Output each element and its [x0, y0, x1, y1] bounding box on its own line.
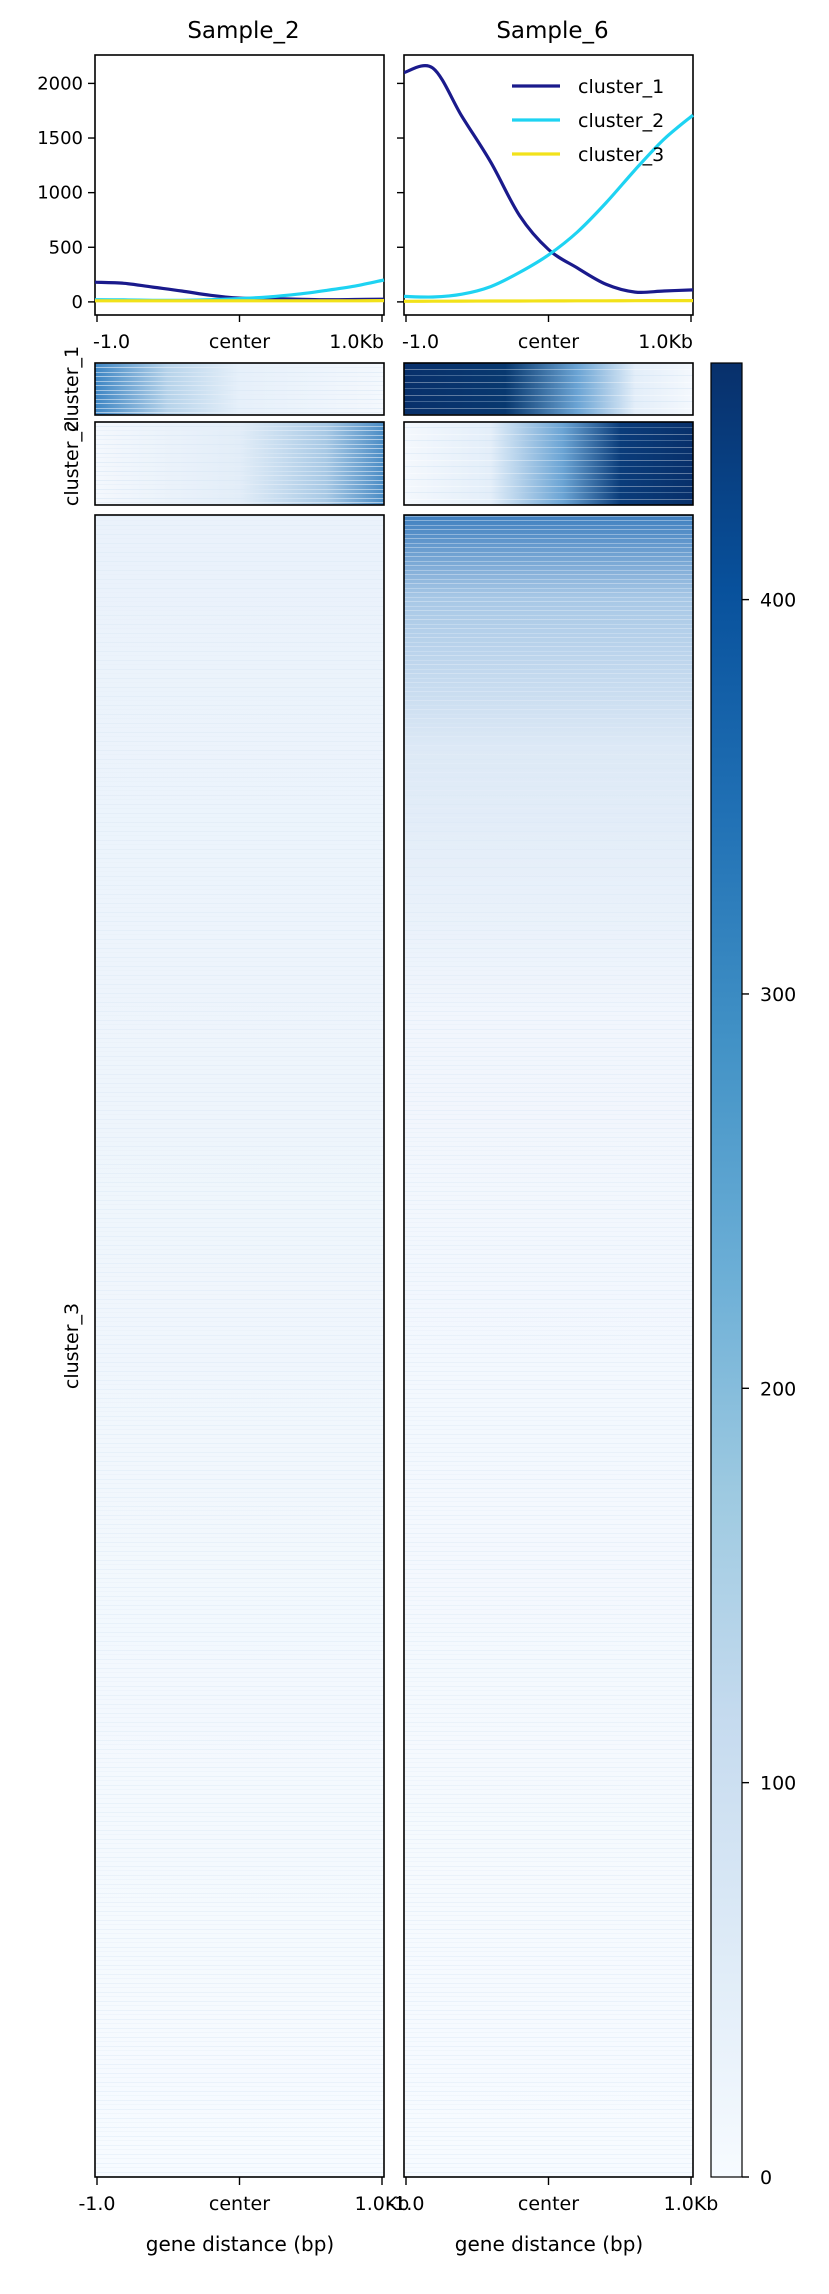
heatmap-s6-cluster-1-frame: [403, 362, 694, 416]
heatmap-s6-cluster-2-texture: [404, 422, 693, 505]
sample-title-2: Sample_6: [496, 18, 608, 44]
colorbar-tick-label: 400: [760, 590, 796, 612]
x-tick-label: 1.0Kb: [664, 2193, 719, 2215]
colorbar-tick-label: 100: [760, 1773, 796, 1795]
x-tick-label: -1.0: [93, 331, 130, 353]
x-tick-label: -1.0: [78, 2193, 115, 2215]
row-label-cluster-3: cluster_3: [61, 1303, 83, 1389]
heatmap-xlabel-sample-6: gene distance (bp): [455, 2232, 643, 2256]
colorbar: 0 100 200 300 400: [710, 362, 796, 2189]
heatmap-sample-6: [403, 362, 694, 2178]
row-label-cluster-2: cluster_2: [61, 420, 83, 506]
x-tick-label: center: [518, 2193, 579, 2215]
profile-lines-sample-2: [94, 278, 385, 303]
y-tick-label: 2000: [37, 73, 83, 94]
row-label-cluster-1: cluster_1: [61, 346, 83, 432]
heatmap-s2-cluster-1-texture: [95, 363, 384, 415]
heatmap-s2-cluster-1-frame: [94, 362, 385, 416]
heatmap-x-axis-sample-2: -1.0 center 1.0Kb: [78, 2177, 409, 2215]
heatmap-sample-2: [94, 362, 385, 2178]
x-tick-label: -1.0: [387, 2193, 424, 2215]
heatmap-s2-cluster-3-texture: [95, 515, 384, 2177]
x-tick-label: 1.0Kb: [329, 331, 384, 353]
legend-label: cluster_1: [578, 76, 664, 98]
legend: cluster_1 cluster_2 cluster_3: [512, 76, 664, 166]
x-tick-label: 1.0Kb: [355, 2193, 410, 2215]
profile-frame-sample-2: [94, 54, 385, 316]
y-tick-label: 1500: [37, 128, 83, 149]
profile-x-axis-sample-6: -1.0 center 1.0Kb: [402, 315, 693, 353]
x-tick-label: 1.0Kb: [638, 331, 693, 353]
heatmap-s6-cluster-3-texture: [404, 515, 693, 2177]
heatmap-x-axis-sample-6: -1.0 center 1.0Kb: [387, 2177, 718, 2215]
profile-plot-sample-6: -1.0 center 1.0Kb cluster_1cluster_2cluste…: [397, 54, 695, 353]
profile-y-axis-sample-6: [397, 82, 404, 303]
heatmap-s6-cluster-2-frame: [403, 421, 694, 506]
line-cluster_2: [403, 113, 695, 299]
x-tick-label: center: [209, 2193, 270, 2215]
profile-lines-sample-6: [403, 64, 695, 303]
colorbar-tick-label: 300: [760, 984, 796, 1006]
x-tick-label: -1.0: [402, 331, 439, 353]
y-tick-label: 1000: [37, 183, 83, 204]
x-tick-label: center: [518, 331, 579, 353]
heatmap-s6-cluster-1-texture: [404, 363, 693, 415]
heatmap-s2-cluster-2-texture: [95, 422, 384, 505]
profile-plot-sample-2: 0 500 1000 1500 2000 -1.0 center 1.0Kb: [37, 54, 385, 353]
line-cluster_3: [403, 298, 693, 303]
profile-y-axis-sample-2: 0 500 1000 1500 2000: [37, 73, 95, 313]
profile-x-axis-sample-2: -1.0 center 1.0Kb: [93, 315, 384, 353]
line-cluster_1: [403, 64, 694, 295]
sample-title-1: Sample_2: [187, 18, 299, 44]
colorbar-tick-label: 200: [760, 1378, 796, 1400]
colorbar-gradient: [710, 362, 743, 2178]
y-tick-label: 500: [49, 237, 83, 258]
legend-label: cluster_3: [578, 144, 664, 166]
legend-label: cluster_2: [578, 110, 664, 132]
x-tick-label: center: [209, 331, 270, 353]
colorbar-ticks: 0 100 200 300 400: [742, 590, 796, 2189]
heatmap-xlabel-sample-2: gene distance (bp): [146, 2232, 334, 2256]
y-tick-label: 0: [72, 292, 83, 313]
heatmap-s2-cluster-2-frame: [94, 421, 385, 506]
colorbar-tick-label: 0: [760, 2167, 772, 2189]
